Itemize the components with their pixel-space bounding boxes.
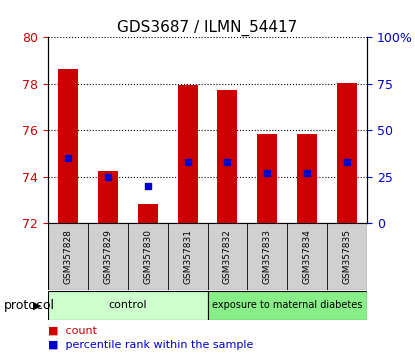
Bar: [298, 134, 317, 223]
Point: [144, 183, 151, 189]
Point: [304, 170, 311, 176]
Point: [224, 159, 231, 165]
Text: ▶: ▶: [33, 300, 42, 310]
Text: GSM357834: GSM357834: [303, 229, 312, 284]
Bar: [178, 85, 198, 223]
Text: GSM357829: GSM357829: [103, 229, 112, 284]
Point: [184, 159, 191, 165]
Bar: [98, 171, 117, 223]
Text: GSM357833: GSM357833: [263, 229, 272, 284]
Point: [64, 155, 71, 161]
Text: GSM357831: GSM357831: [183, 229, 192, 284]
Point: [344, 159, 351, 165]
Text: exposure to maternal diabetes: exposure to maternal diabetes: [212, 300, 363, 310]
Point: [104, 174, 111, 179]
Bar: [58, 69, 78, 223]
Text: GSM357835: GSM357835: [343, 229, 352, 284]
Text: GSM357832: GSM357832: [223, 229, 232, 284]
Bar: [217, 90, 237, 223]
Bar: [138, 204, 158, 223]
Bar: [257, 134, 277, 223]
Point: [264, 170, 271, 176]
FancyBboxPatch shape: [48, 223, 367, 290]
Text: GSM357828: GSM357828: [63, 229, 72, 284]
Text: ■  percentile rank within the sample: ■ percentile rank within the sample: [48, 340, 253, 350]
Title: GDS3687 / ILMN_54417: GDS3687 / ILMN_54417: [117, 19, 298, 36]
Bar: [48, 291, 208, 320]
Text: control: control: [108, 300, 147, 310]
Bar: [208, 291, 367, 320]
Bar: [337, 83, 357, 223]
Text: ■  count: ■ count: [48, 326, 97, 336]
Text: GSM357830: GSM357830: [143, 229, 152, 284]
Text: protocol: protocol: [4, 299, 55, 312]
